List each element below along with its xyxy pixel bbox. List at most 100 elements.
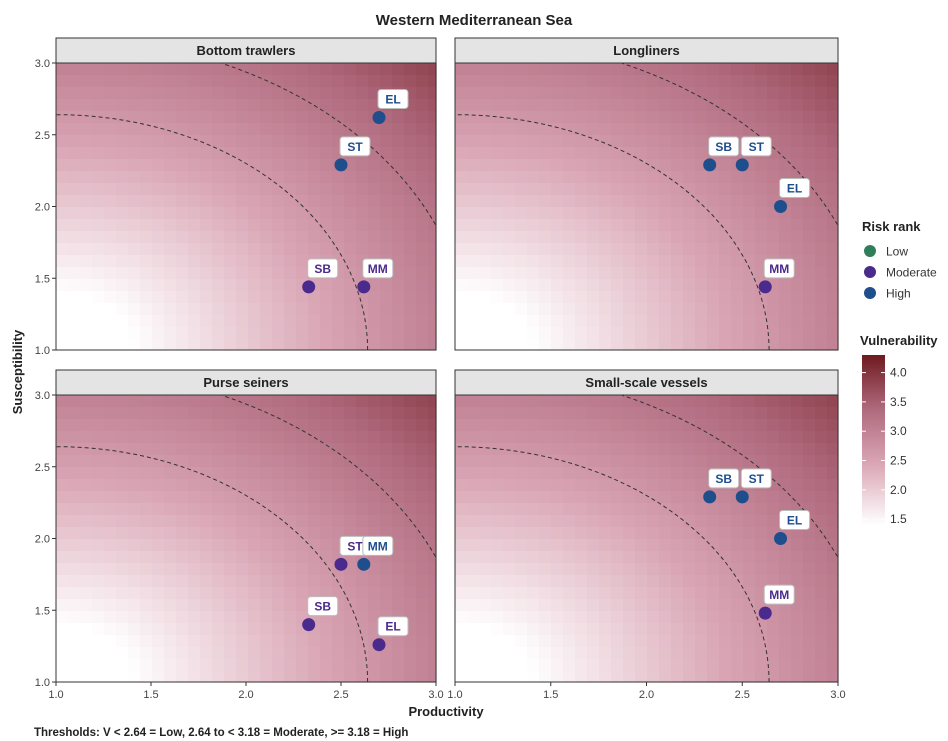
heat-cell (140, 111, 153, 124)
heat-cell (332, 111, 345, 124)
heat-cell (815, 111, 828, 124)
heat-cell (56, 623, 69, 636)
heat-cell (503, 623, 516, 636)
heat-cell (695, 243, 708, 256)
heat-cell (647, 171, 660, 184)
heat-cell (392, 419, 405, 432)
heat-cell (140, 527, 153, 540)
heat-cell (803, 291, 816, 304)
heat-cell (212, 231, 225, 244)
heat-cell (188, 455, 201, 468)
heat-cell (236, 339, 249, 351)
heat-cell (611, 171, 624, 184)
heat-cell (719, 327, 732, 340)
heat-cell (56, 255, 69, 268)
heat-cell (224, 255, 237, 268)
heat-cell (248, 587, 261, 600)
heat-cell (332, 219, 345, 232)
heat-cell (551, 339, 564, 351)
heat-cell (827, 491, 839, 504)
heat-cell (815, 243, 828, 256)
heat-cell (248, 623, 261, 636)
heat-cell (56, 303, 69, 316)
heat-cell (248, 99, 261, 112)
heat-cell (356, 87, 369, 100)
heat-cell (236, 443, 249, 456)
heat-cell (236, 303, 249, 316)
heat-cell (695, 183, 708, 196)
heat-cell (503, 135, 516, 148)
heat-cell (128, 339, 141, 351)
heat-cell (575, 611, 588, 624)
heat-cell (731, 575, 744, 588)
heat-cell (176, 467, 189, 480)
heat-cell (539, 395, 552, 408)
heat-cell (116, 419, 129, 432)
heat-cell (455, 527, 468, 540)
heat-cell (200, 63, 213, 76)
heat-cell (368, 231, 381, 244)
heat-cell (635, 231, 648, 244)
heat-cell (683, 527, 696, 540)
heat-cell (380, 575, 393, 588)
heat-cell (188, 231, 201, 244)
heat-cell (428, 539, 437, 552)
heat-cell (467, 527, 480, 540)
heat-cell (56, 419, 69, 432)
heat-cell (671, 647, 684, 660)
heat-cell (200, 87, 213, 100)
heat-cell (260, 207, 273, 220)
heat-cell (308, 455, 321, 468)
heat-cell (212, 407, 225, 420)
heat-cell (539, 315, 552, 328)
heat-cell (188, 171, 201, 184)
heat-cell (128, 183, 141, 196)
heat-cell (128, 171, 141, 184)
heat-cell (200, 659, 213, 672)
heat-cell (491, 479, 504, 492)
heat-cell (791, 491, 804, 504)
heat-cell (599, 611, 612, 624)
heat-cell (188, 623, 201, 636)
heat-cell (563, 207, 576, 220)
heat-cell (380, 443, 393, 456)
heat-cell (296, 267, 309, 280)
heat-cell (236, 563, 249, 576)
heat-cell (356, 111, 369, 124)
data-point-el (372, 638, 386, 652)
heat-cell (356, 419, 369, 432)
heat-cell (719, 539, 732, 552)
heat-cell (827, 87, 839, 100)
heat-cell (308, 539, 321, 552)
heat-cell (551, 159, 564, 172)
heat-cell (284, 135, 297, 148)
heat-cell (503, 231, 516, 244)
heat-cell (272, 99, 285, 112)
heat-cell (575, 671, 588, 683)
heat-cell (200, 455, 213, 468)
heat-cell (803, 635, 816, 648)
heat-cell (671, 63, 684, 76)
heat-cell (515, 503, 528, 516)
heat-cell (599, 455, 612, 468)
heat-cell (719, 671, 732, 683)
heat-cell (260, 231, 273, 244)
heat-cell (308, 479, 321, 492)
heat-cell (416, 195, 429, 208)
heat-cell (152, 539, 165, 552)
heat-cell (779, 431, 792, 444)
heat-cell (320, 303, 333, 316)
heat-cell (92, 195, 105, 208)
heat-cell (140, 635, 153, 648)
heat-cell (467, 231, 480, 244)
heat-cell (128, 231, 141, 244)
heat-cell (599, 243, 612, 256)
data-label-sb: SB (715, 472, 732, 486)
heat-cell (224, 587, 237, 600)
heat-cell (116, 431, 129, 444)
heat-cell (743, 99, 756, 112)
heat-cell (392, 647, 405, 660)
heat-cell (152, 515, 165, 528)
heat-cell (416, 659, 429, 672)
